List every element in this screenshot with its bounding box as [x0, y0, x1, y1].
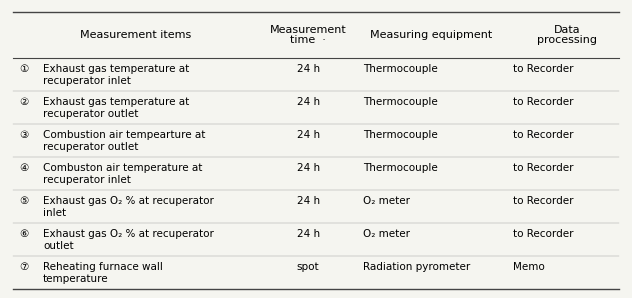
Text: to Recorder: to Recorder [513, 229, 574, 239]
Text: ②: ② [20, 97, 28, 107]
Text: ③: ③ [20, 130, 28, 140]
Text: 24 h: 24 h [296, 64, 320, 74]
Text: spot: spot [297, 262, 319, 271]
Text: to Recorder: to Recorder [513, 163, 574, 173]
Text: Thermocouple: Thermocouple [363, 97, 438, 107]
Text: ⑤: ⑤ [20, 195, 28, 206]
Text: ⑥: ⑥ [20, 229, 28, 239]
Text: recuperator outlet: recuperator outlet [43, 142, 138, 152]
Text: outlet: outlet [43, 240, 73, 251]
Text: time  ·: time · [290, 35, 326, 45]
Text: Measurement: Measurement [270, 25, 346, 35]
Text: recuperator inlet: recuperator inlet [43, 175, 131, 184]
Text: processing: processing [537, 35, 597, 45]
Text: Measuring equipment: Measuring equipment [370, 30, 492, 40]
Text: ⑦: ⑦ [20, 262, 28, 271]
Text: Radiation pyrometer: Radiation pyrometer [363, 262, 471, 271]
Text: ①: ① [20, 64, 28, 74]
Text: ④: ④ [20, 163, 28, 173]
Text: to Recorder: to Recorder [513, 97, 574, 107]
Text: recuperator outlet: recuperator outlet [43, 108, 138, 119]
Text: to Recorder: to Recorder [513, 64, 574, 74]
Text: Data: Data [554, 25, 581, 35]
Text: Exhaust gas O₂ % at recuperator: Exhaust gas O₂ % at recuperator [43, 195, 214, 206]
Text: 24 h: 24 h [296, 130, 320, 140]
Text: Thermocouple: Thermocouple [363, 130, 438, 140]
Text: recuperator inlet: recuperator inlet [43, 76, 131, 86]
Text: Thermocouple: Thermocouple [363, 163, 438, 173]
Text: to Recorder: to Recorder [513, 130, 574, 140]
Text: Thermocouple: Thermocouple [363, 64, 438, 74]
Text: O₂ meter: O₂ meter [363, 195, 410, 206]
Text: Memo: Memo [513, 262, 545, 271]
Text: Measurement items: Measurement items [80, 30, 191, 40]
Text: temperature: temperature [43, 274, 109, 283]
Text: Exhaust gas O₂ % at recuperator: Exhaust gas O₂ % at recuperator [43, 229, 214, 239]
Text: 24 h: 24 h [296, 229, 320, 239]
Text: 24 h: 24 h [296, 97, 320, 107]
Text: Reheating furnace wall: Reheating furnace wall [43, 262, 163, 271]
Text: 24 h: 24 h [296, 195, 320, 206]
Text: inlet: inlet [43, 207, 66, 218]
Text: to Recorder: to Recorder [513, 195, 574, 206]
Text: 24 h: 24 h [296, 163, 320, 173]
Text: Combustion air tempearture at: Combustion air tempearture at [43, 130, 205, 140]
Text: Exhaust gas temperature at: Exhaust gas temperature at [43, 97, 189, 107]
Text: Combuston air temperature at: Combuston air temperature at [43, 163, 202, 173]
Text: Exhaust gas temperature at: Exhaust gas temperature at [43, 64, 189, 74]
Text: O₂ meter: O₂ meter [363, 229, 410, 239]
